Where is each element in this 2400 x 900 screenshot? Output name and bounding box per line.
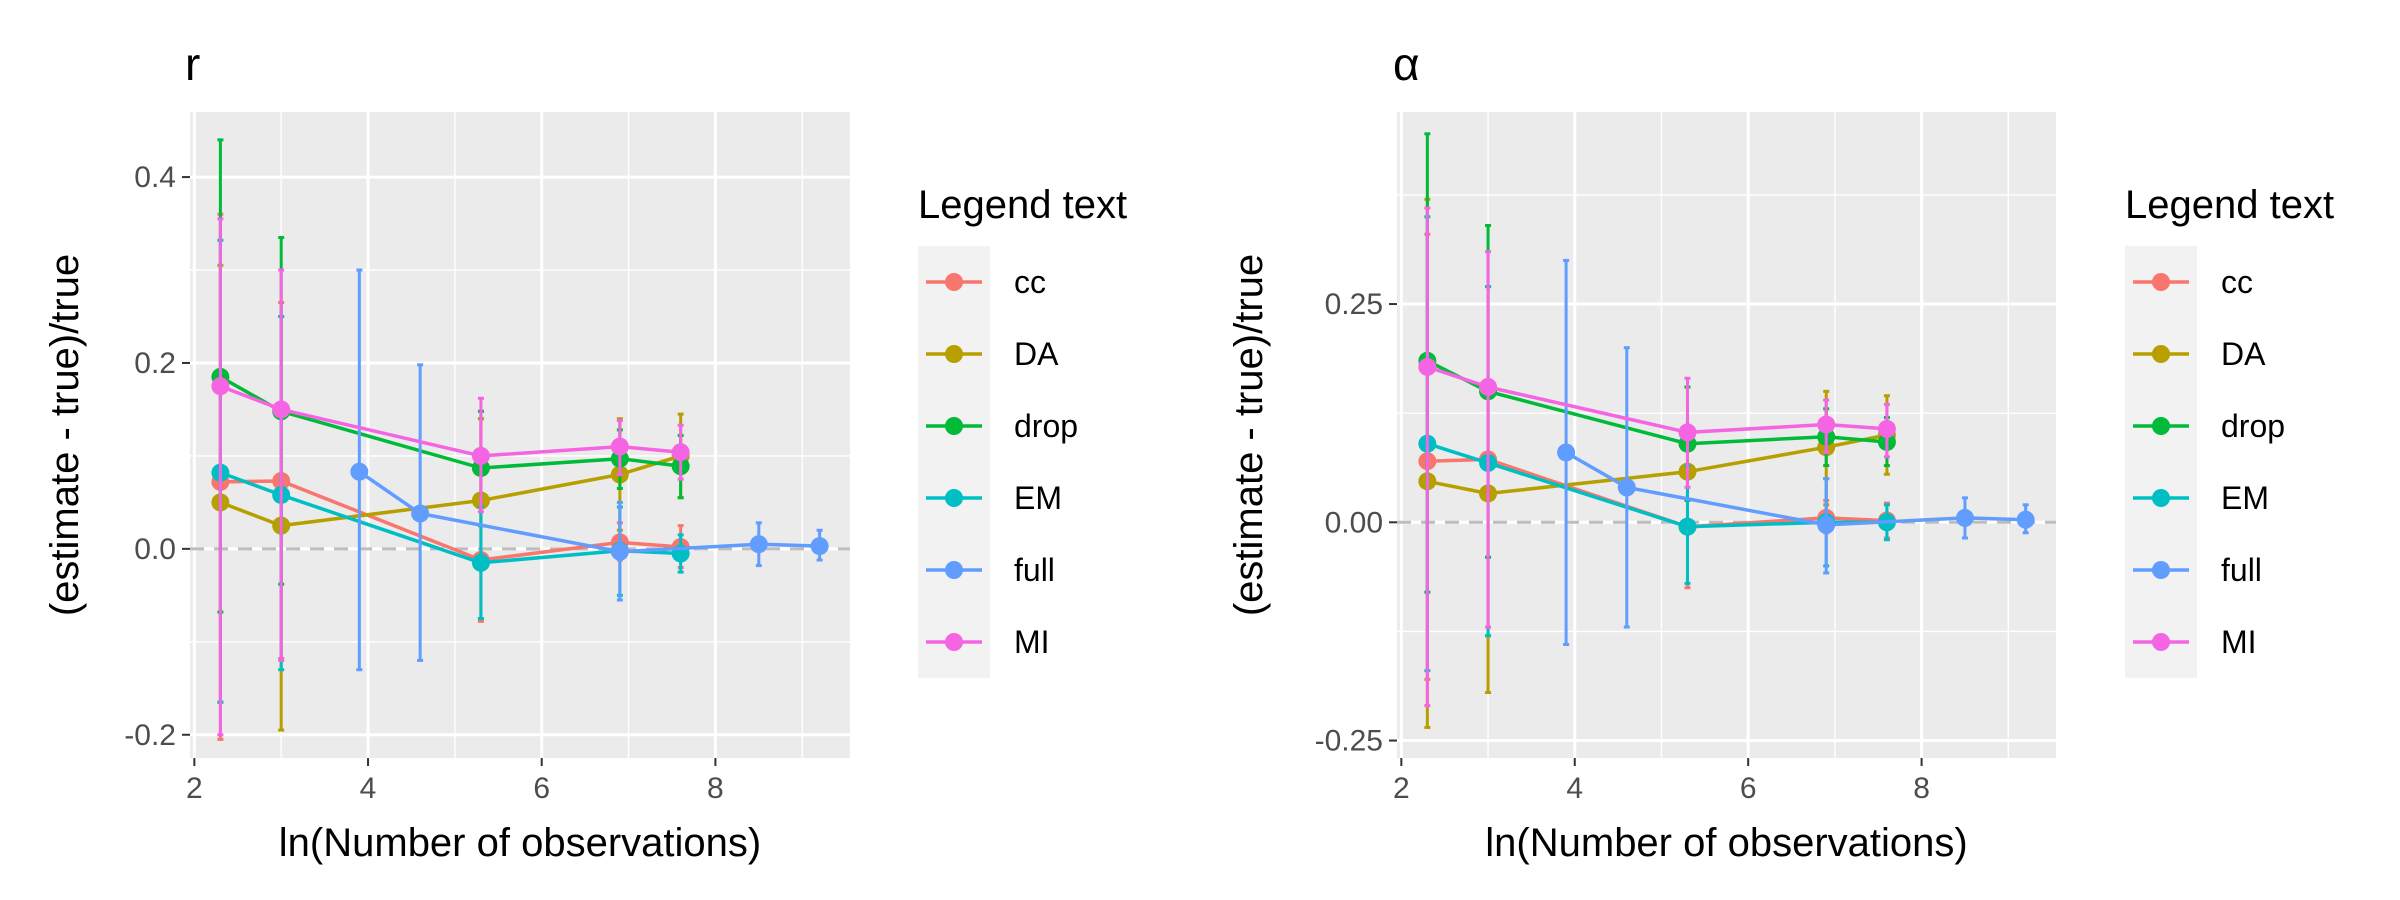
data-point: [211, 377, 230, 396]
legend-key-point: [2152, 273, 2170, 291]
series-MI: [211, 217, 690, 737]
legend-label: MI: [2221, 624, 2257, 660]
legend-key-point: [945, 273, 963, 291]
legend-item-MI: MI: [926, 624, 1050, 660]
plot-background: [190, 112, 850, 758]
data-point: [2016, 510, 2035, 529]
series-full: [1557, 258, 2035, 647]
legend-key-point: [2152, 633, 2170, 651]
legend-item-DA: DA: [926, 336, 1059, 372]
y-tick-label: 0.0: [134, 533, 176, 566]
y-tick-label: -0.25: [1315, 725, 1383, 758]
x-tick-label: 2: [186, 772, 203, 805]
data-point: [1877, 419, 1896, 438]
x-tick-label: 4: [1566, 772, 1583, 805]
legend-label: MI: [1014, 624, 1050, 660]
legend-item-EM: EM: [926, 480, 1062, 516]
x-tick-label: 2: [1393, 772, 1410, 805]
legend-key-point: [2152, 345, 2170, 363]
panel-title: α: [1393, 38, 1420, 90]
legend-key-point: [2152, 561, 2170, 579]
legend-key-point: [2152, 489, 2170, 507]
y-tick-label: 0.00: [1325, 506, 1383, 539]
legend: Legend text cc DA drop EM full MI: [918, 183, 1127, 678]
legend-label: cc: [2221, 264, 2253, 300]
data-point: [1617, 478, 1636, 497]
legend-key-point: [945, 345, 963, 363]
legend-label: full: [1014, 552, 1055, 588]
data-point: [411, 504, 430, 523]
legend-item-EM: EM: [2133, 480, 2269, 516]
data-point: [350, 462, 369, 481]
panel-title: r: [185, 38, 200, 90]
legend-item-DA: DA: [2133, 336, 2266, 372]
legend-key-point: [2152, 417, 2170, 435]
legend-key-background: [2125, 246, 2197, 678]
y-axis-title: (estimate - true)/true: [43, 254, 87, 616]
x-tick-label: 6: [1740, 772, 1757, 805]
legend-title: Legend text: [2125, 183, 2334, 227]
data-point: [1817, 515, 1836, 534]
legend-label: cc: [1014, 264, 1046, 300]
legend-item-drop: drop: [2133, 408, 2285, 444]
series-MI: [1418, 206, 1896, 708]
legend-label: DA: [1014, 336, 1059, 372]
data-point: [1678, 423, 1697, 442]
legend-key-point: [945, 633, 963, 651]
data-point: [1678, 517, 1697, 536]
panel-1: 2 4 6 8 -0.2 0.0 0.2 0.4 r ln(Number of observati…: [43, 38, 1127, 865]
data-point: [1557, 443, 1576, 462]
data-point: [810, 537, 829, 556]
legend-item-full: full: [2133, 552, 2262, 588]
plot-background: [1397, 112, 2056, 758]
legend-label: EM: [2221, 480, 2269, 516]
legend-title: Legend text: [918, 183, 1127, 227]
data-point: [272, 400, 291, 419]
legend-key-point: [945, 489, 963, 507]
data-point: [1817, 415, 1836, 434]
data-point: [610, 542, 629, 561]
legend-key-point: [945, 561, 963, 579]
legend-label: EM: [1014, 480, 1062, 516]
y-axis-title: (estimate - true)/true: [1227, 254, 1271, 616]
x-axis-title: ln(Number of observations): [279, 821, 761, 865]
data-point: [471, 553, 490, 572]
legend-label: full: [2221, 552, 2262, 588]
legend: Legend text cc DA drop EM full MI: [2125, 183, 2334, 678]
legend-label: drop: [1014, 408, 1078, 444]
legend-item-drop: drop: [926, 408, 1078, 444]
legend-label: DA: [2221, 336, 2266, 372]
data-point: [1479, 377, 1498, 396]
y-tick-label: 0.2: [134, 347, 176, 380]
x-axis-title: ln(Number of observations): [1485, 821, 1967, 865]
data-point: [610, 437, 629, 456]
x-tick-label: 6: [533, 772, 550, 805]
y-tick-label: 0.25: [1325, 288, 1383, 321]
legend-label: drop: [2221, 408, 2285, 444]
x-tick-label: 8: [1913, 772, 1930, 805]
data-point: [749, 535, 768, 554]
series-full: [350, 268, 829, 672]
x-tick-label: 4: [360, 772, 377, 805]
legend-item-full: full: [926, 552, 1055, 588]
data-point: [1955, 508, 1974, 527]
x-tick-label: 8: [707, 772, 724, 805]
legend-item-cc: cc: [926, 264, 1046, 300]
data-point: [1418, 357, 1437, 376]
legend-item-cc: cc: [2133, 264, 2253, 300]
data-point: [671, 443, 690, 462]
legend-item-MI: MI: [2133, 624, 2257, 660]
panel-2: 2 4 6 8 -0.25 0.00 0.25 α ln(Number of observati…: [1227, 38, 2334, 865]
legend-key-point: [945, 417, 963, 435]
data-point: [471, 446, 490, 465]
y-tick-label: -0.2: [124, 719, 176, 752]
y-tick-label: 0.4: [134, 161, 176, 194]
legend-key-background: [918, 246, 990, 678]
